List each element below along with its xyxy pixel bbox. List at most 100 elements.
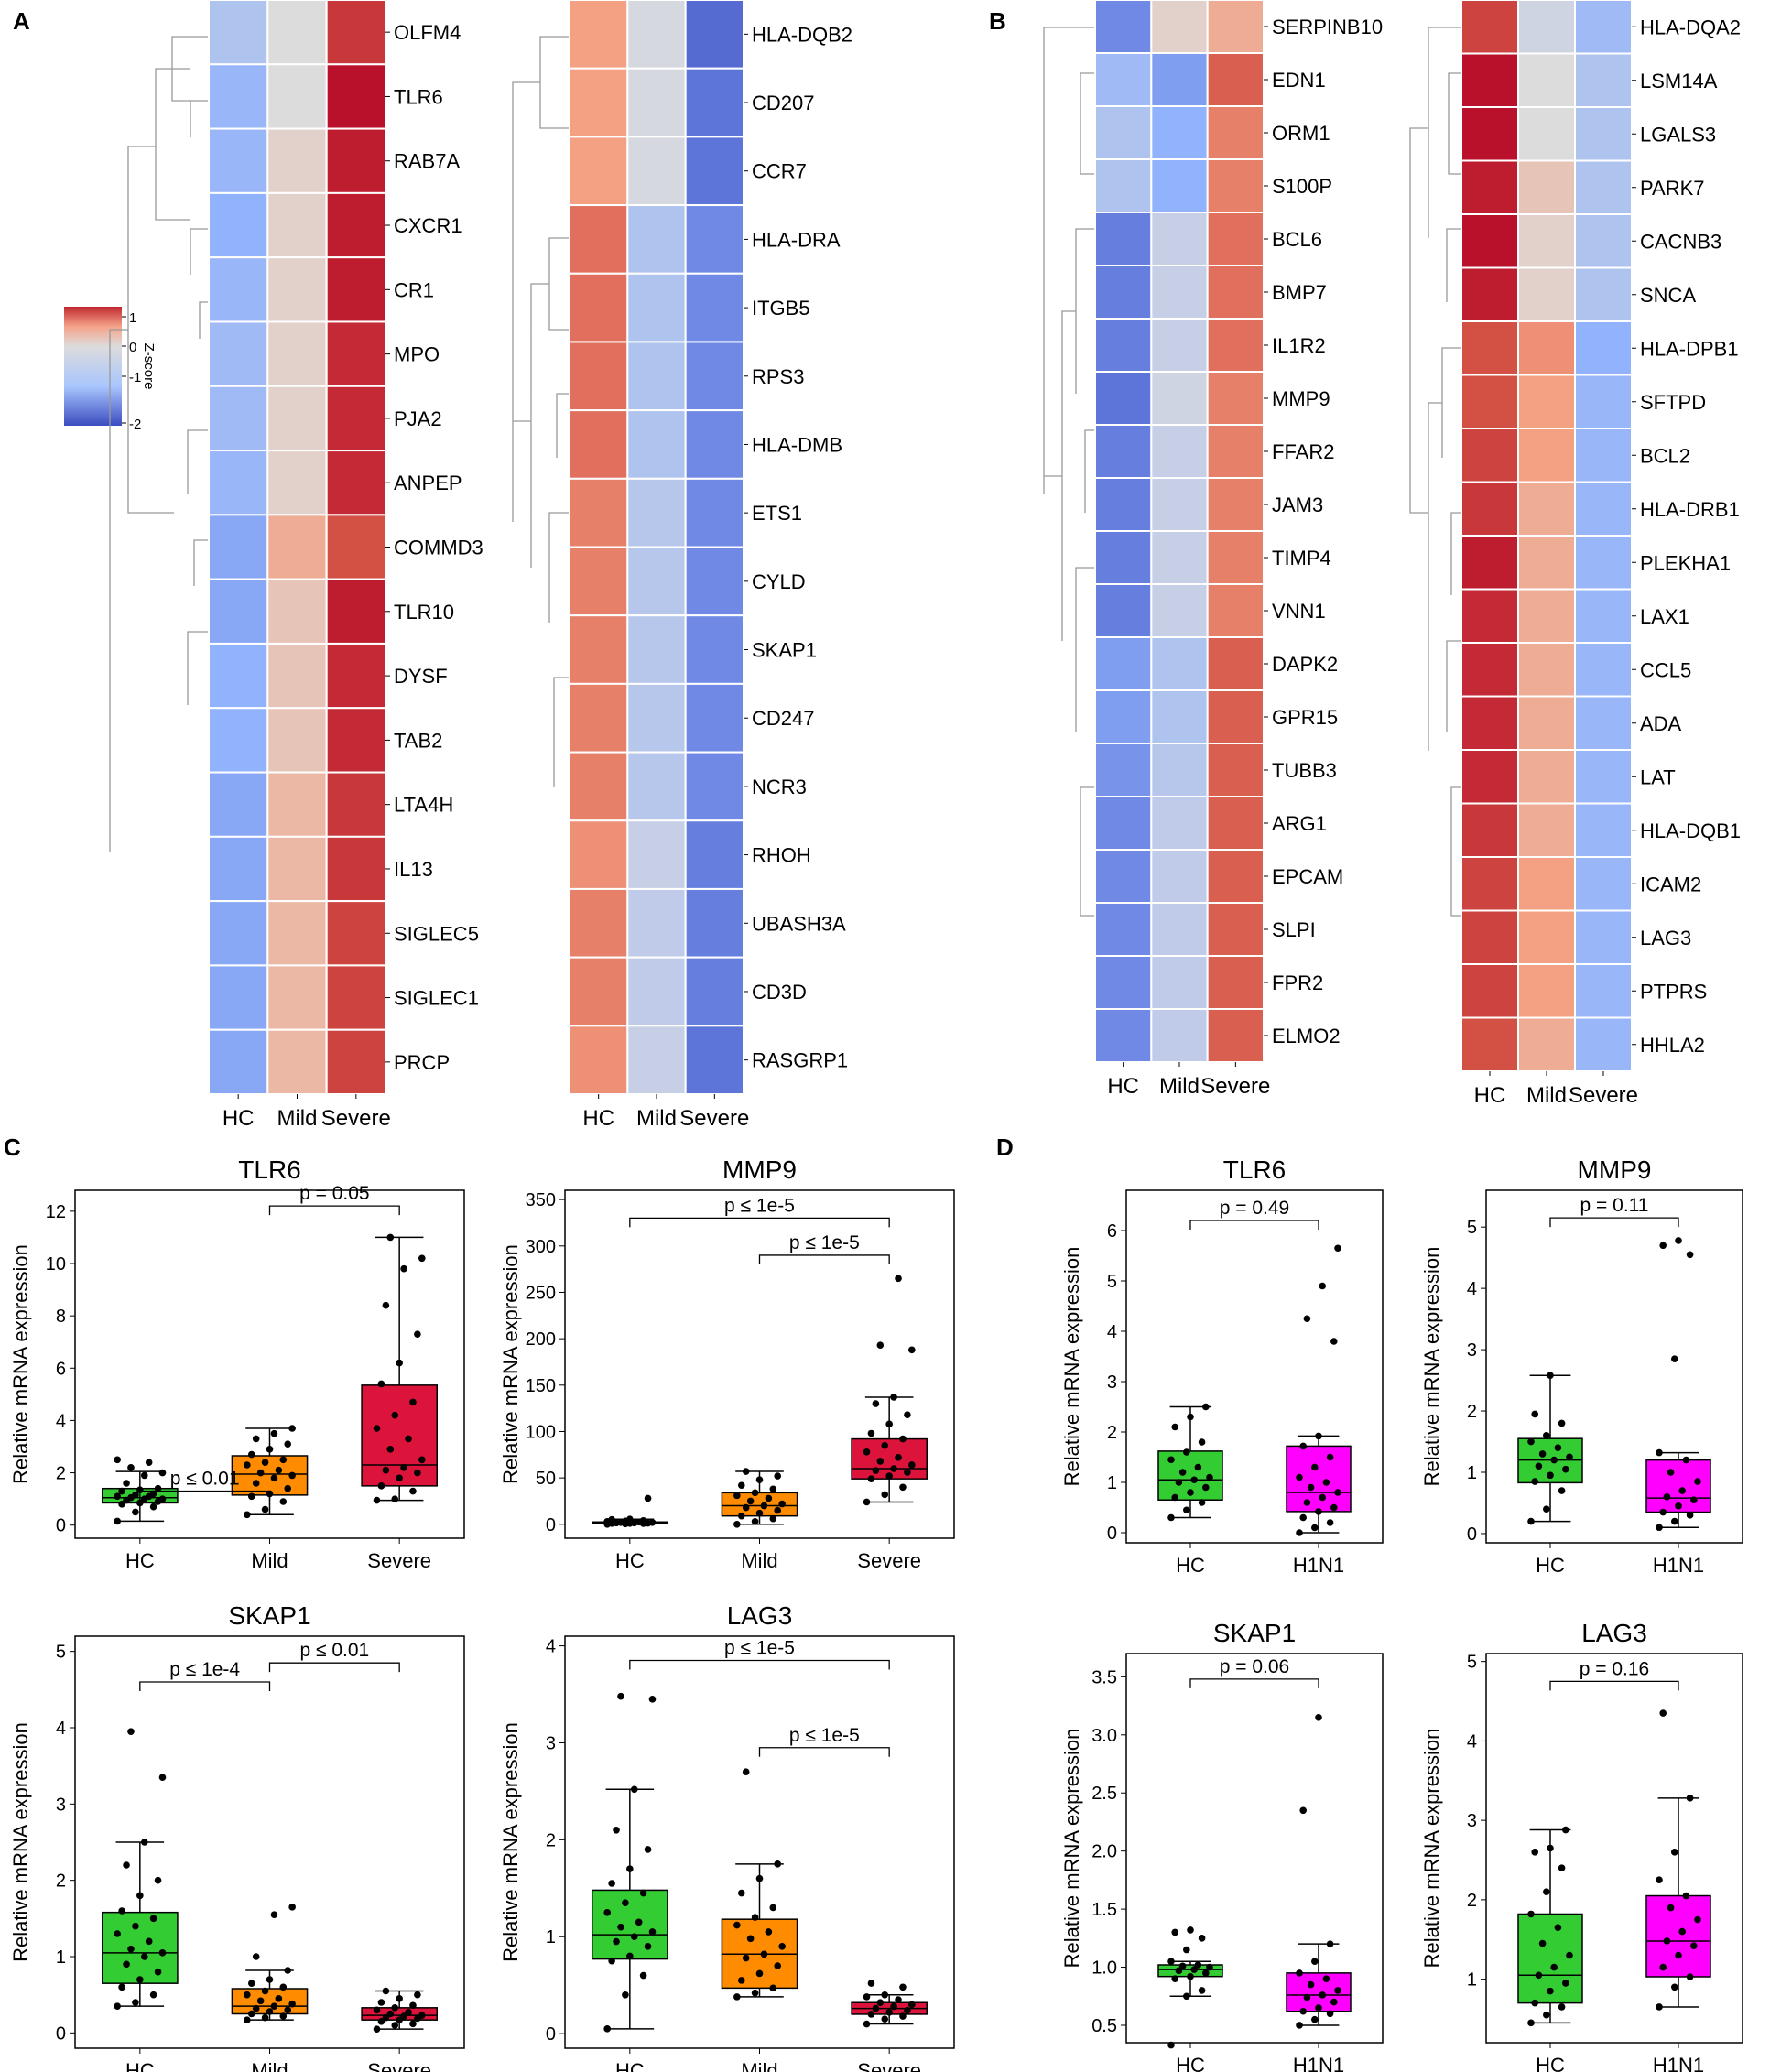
x-tick-label: Mild bbox=[741, 1549, 777, 1572]
significance-bracket bbox=[1549, 1680, 1679, 1691]
heatmap-cell bbox=[684, 956, 745, 1027]
data-point bbox=[1171, 1975, 1178, 1983]
data-point bbox=[608, 1515, 615, 1524]
heatmap-cell bbox=[1206, 1008, 1265, 1063]
data-point bbox=[1315, 2004, 1322, 2012]
data-point bbox=[252, 1953, 260, 1960]
data-point bbox=[1296, 1969, 1303, 1977]
data-point bbox=[885, 2009, 893, 2016]
data-point bbox=[648, 1928, 657, 1936]
heatmap-cell bbox=[1150, 902, 1209, 957]
data-point bbox=[1206, 1473, 1213, 1481]
data-point bbox=[247, 1450, 255, 1459]
data-point bbox=[742, 1503, 750, 1512]
heatmap-cell bbox=[1150, 530, 1209, 585]
significance-bracket bbox=[268, 1662, 400, 1673]
data-point bbox=[867, 1980, 875, 1987]
data-point bbox=[885, 1420, 893, 1428]
heatmap-cell bbox=[569, 682, 629, 754]
data-point bbox=[1671, 1517, 1678, 1525]
row-label: GPR15 bbox=[1272, 706, 1338, 729]
y-tick-label: 1 bbox=[1107, 1473, 1117, 1493]
heatmap-cell bbox=[1517, 481, 1576, 537]
data-point bbox=[270, 1429, 278, 1437]
data-point bbox=[1690, 1496, 1698, 1503]
heatmap-cell bbox=[266, 642, 328, 710]
panel-label-a: A bbox=[13, 7, 30, 35]
data-point bbox=[127, 1945, 135, 1953]
heatmap-cell bbox=[1461, 642, 1519, 698]
data-point bbox=[613, 1937, 620, 1946]
data-point bbox=[1167, 1958, 1175, 1965]
data-point bbox=[603, 1908, 611, 1916]
row-label: IL1R2 bbox=[1272, 334, 1326, 357]
y-tick-label: 2 bbox=[56, 1871, 66, 1892]
data-point bbox=[158, 1495, 167, 1502]
data-point bbox=[1299, 2007, 1307, 2015]
data-point bbox=[284, 2006, 292, 2014]
data-point bbox=[279, 1498, 288, 1505]
data-point bbox=[373, 1425, 381, 1432]
heatmap-cell bbox=[684, 67, 745, 138]
significance-bracket bbox=[758, 1747, 890, 1757]
heatmap-cell bbox=[1150, 743, 1209, 797]
heatmap-cell bbox=[569, 67, 629, 138]
x-tick-label: HC bbox=[615, 1549, 645, 1572]
data-point bbox=[1175, 1479, 1183, 1486]
data-point bbox=[1547, 1844, 1554, 1852]
heatmap-cell bbox=[1206, 212, 1265, 266]
row-label: ITGB5 bbox=[752, 297, 810, 320]
data-point bbox=[648, 1696, 657, 1703]
data-point bbox=[284, 1484, 292, 1492]
data-point bbox=[145, 1937, 153, 1946]
heatmap-cell bbox=[1206, 265, 1265, 320]
data-point bbox=[746, 1497, 755, 1505]
col-label: Severe bbox=[1200, 1074, 1270, 1099]
data-point bbox=[136, 1976, 144, 1983]
heatmap-cell bbox=[1150, 371, 1209, 426]
data-point bbox=[737, 1512, 745, 1520]
data-point bbox=[1187, 1489, 1194, 1496]
data-point bbox=[774, 1506, 782, 1514]
heatmap-cell bbox=[1206, 955, 1265, 1010]
data-point bbox=[1194, 1463, 1202, 1471]
data-point bbox=[899, 2012, 907, 2020]
data-point bbox=[1535, 1971, 1543, 1980]
heatmap-cell bbox=[1094, 796, 1153, 851]
heatmap-cell bbox=[266, 707, 328, 774]
row-label: HLA-DMB bbox=[752, 433, 842, 456]
heatmap-cell bbox=[1150, 52, 1209, 107]
col-label: HC bbox=[223, 1106, 255, 1131]
col-label: Severe bbox=[679, 1106, 749, 1131]
dendrogram-a2 bbox=[512, 36, 570, 787]
data-point bbox=[405, 1435, 412, 1443]
heatmap-cell bbox=[1150, 796, 1209, 851]
heatmap-cell bbox=[208, 63, 269, 130]
col-label: Mild bbox=[636, 1106, 677, 1131]
data-point bbox=[742, 1768, 750, 1776]
y-axis-label: Relative mRNA expression bbox=[1420, 1729, 1443, 1969]
heatmap-cell bbox=[569, 614, 629, 685]
data-point bbox=[1543, 1432, 1550, 1439]
col-label: Mild bbox=[1526, 1083, 1567, 1108]
y-axis-label: Relative mRNA expression bbox=[1060, 1729, 1083, 1969]
row-label: JAM3 bbox=[1272, 494, 1323, 516]
data-point bbox=[872, 1467, 880, 1474]
svg-text:0: 0 bbox=[129, 340, 136, 355]
heatmap-cell bbox=[1461, 909, 1519, 965]
data-point bbox=[158, 1949, 167, 1957]
data-point bbox=[755, 1476, 764, 1483]
data-point bbox=[881, 1441, 889, 1449]
y-tick-label: 0.5 bbox=[1091, 2016, 1117, 2036]
heatmap-cell bbox=[626, 819, 687, 890]
data-point bbox=[247, 1980, 255, 1987]
data-point bbox=[1659, 1242, 1667, 1250]
p-value-label: p = 0.16 bbox=[1580, 1658, 1649, 1679]
y-tick-label: 3 bbox=[56, 1795, 66, 1815]
heatmap-cell bbox=[1094, 371, 1153, 426]
data-point bbox=[1547, 1372, 1554, 1380]
heatmap-cell bbox=[684, 204, 745, 275]
heatmap-cell bbox=[1517, 320, 1576, 376]
row-label: HHLA2 bbox=[1640, 1034, 1705, 1057]
heatmap-cell bbox=[325, 191, 386, 259]
